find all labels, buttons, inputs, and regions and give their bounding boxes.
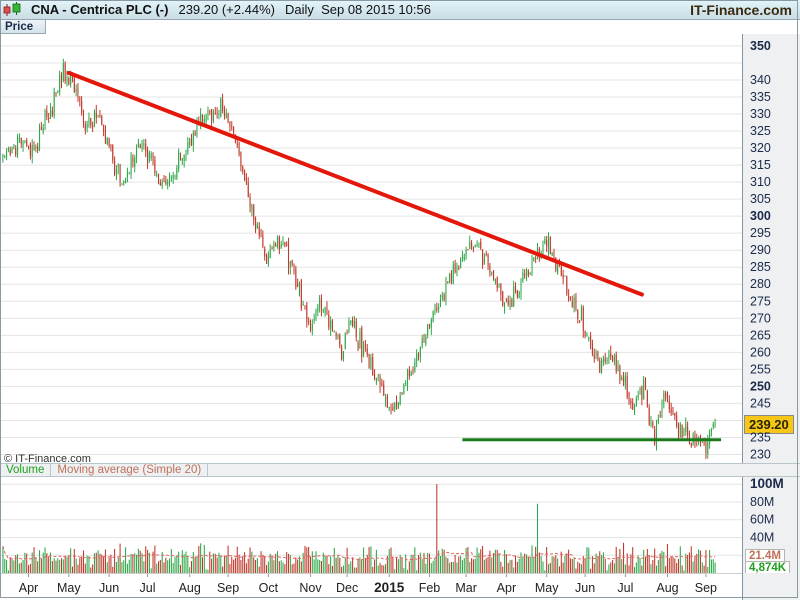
svg-text:Sep: Sep <box>695 581 717 595</box>
svg-text:320: 320 <box>750 141 771 155</box>
svg-text:350: 350 <box>750 39 771 53</box>
svg-text:235: 235 <box>750 431 771 445</box>
svg-text:275: 275 <box>750 294 771 308</box>
svg-text:Apr: Apr <box>19 581 38 595</box>
svg-text:245: 245 <box>750 396 771 410</box>
svg-text:310: 310 <box>750 175 771 189</box>
svg-text:60M: 60M <box>750 513 774 527</box>
svg-text:230: 230 <box>750 448 771 462</box>
svg-text:100M: 100M <box>750 477 784 491</box>
svg-text:40M: 40M <box>750 531 774 545</box>
svg-text:Apr: Apr <box>497 581 516 595</box>
svg-text:315: 315 <box>750 158 771 172</box>
svg-text:Jul: Jul <box>617 581 633 595</box>
svg-text:Jun: Jun <box>575 581 595 595</box>
svg-text:2015: 2015 <box>374 580 405 595</box>
svg-text:Mar: Mar <box>455 581 477 595</box>
svg-text:Jun: Jun <box>99 581 119 595</box>
svg-text:Feb: Feb <box>419 581 441 595</box>
svg-text:340: 340 <box>750 73 771 87</box>
svg-text:Jul: Jul <box>140 581 156 595</box>
svg-text:325: 325 <box>750 124 771 138</box>
svg-text:Aug: Aug <box>656 581 678 595</box>
svg-text:295: 295 <box>750 226 771 240</box>
svg-text:260: 260 <box>750 345 771 359</box>
svg-text:Oct: Oct <box>259 581 279 595</box>
svg-text:May: May <box>57 581 81 595</box>
svg-text:Sep: Sep <box>217 581 239 595</box>
svg-text:285: 285 <box>750 260 771 274</box>
svg-text:280: 280 <box>750 277 771 291</box>
svg-text:250: 250 <box>750 379 771 393</box>
svg-text:May: May <box>535 581 559 595</box>
svg-text:305: 305 <box>750 192 771 206</box>
svg-text:255: 255 <box>750 362 771 376</box>
svg-text:Dec: Dec <box>336 581 358 595</box>
svg-text:335: 335 <box>750 90 771 104</box>
svg-text:290: 290 <box>750 243 771 257</box>
svg-text:265: 265 <box>750 328 771 342</box>
svg-text:300: 300 <box>750 209 771 223</box>
svg-text:270: 270 <box>750 311 771 325</box>
svg-text:80M: 80M <box>750 495 774 509</box>
svg-text:330: 330 <box>750 107 771 121</box>
svg-text:Aug: Aug <box>179 581 201 595</box>
svg-text:Nov: Nov <box>299 581 322 595</box>
